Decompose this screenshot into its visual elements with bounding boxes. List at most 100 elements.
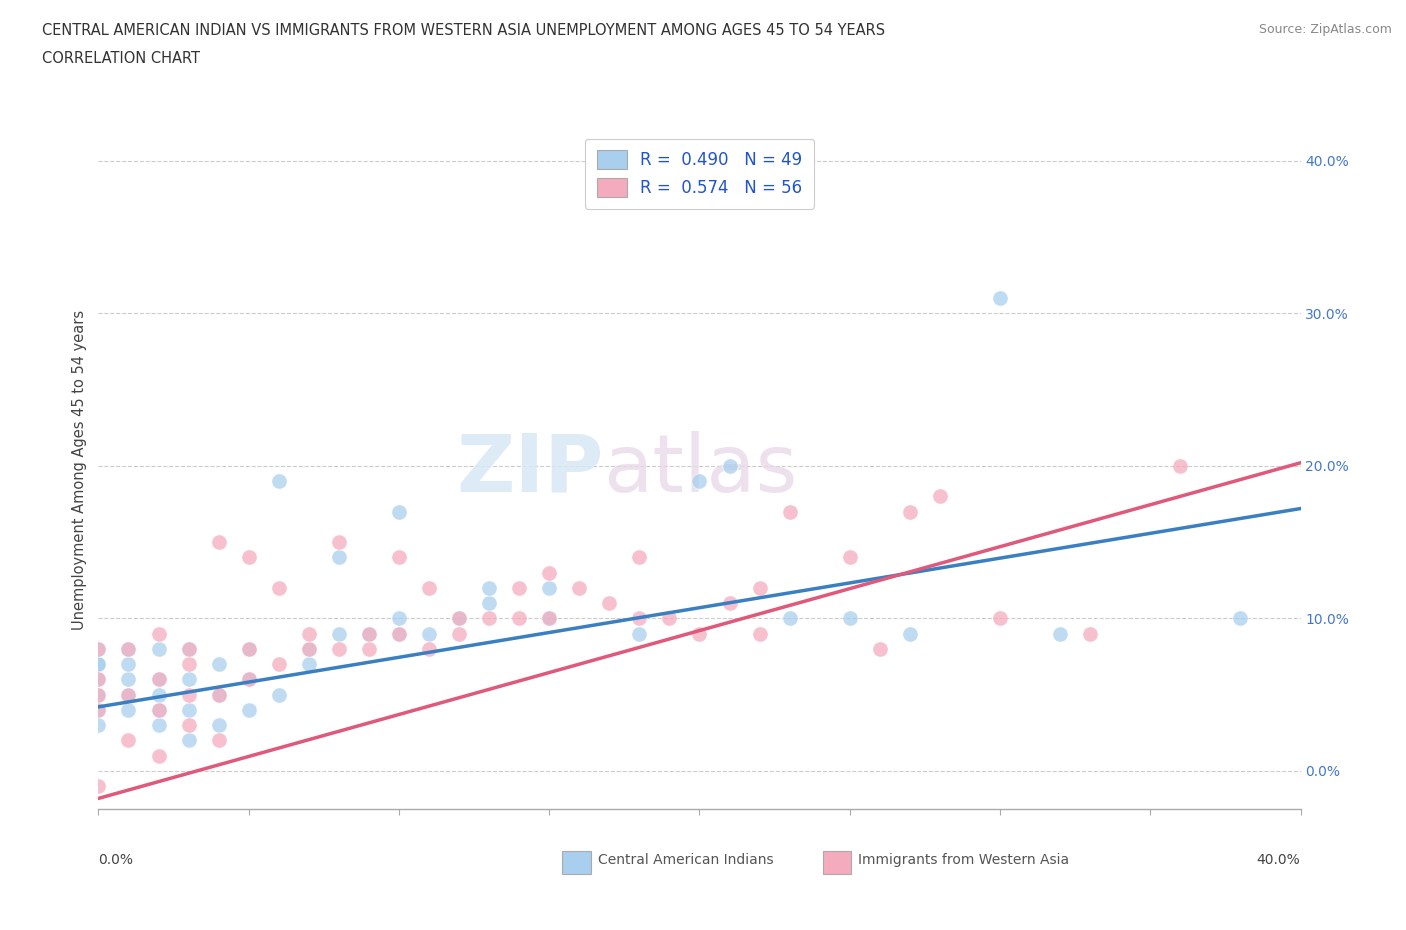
Point <box>238 642 260 657</box>
Point <box>117 702 139 717</box>
Point <box>748 626 770 641</box>
Point <box>538 611 561 626</box>
Point <box>117 687 139 702</box>
Point <box>87 702 110 717</box>
Point <box>267 687 290 702</box>
Point <box>658 611 681 626</box>
Point <box>117 657 139 671</box>
Text: 40.0%: 40.0% <box>1257 853 1301 868</box>
Point <box>779 504 801 519</box>
Text: Central American Indians: Central American Indians <box>598 853 773 868</box>
Point <box>628 550 651 565</box>
Point <box>117 733 139 748</box>
Y-axis label: Unemployment Among Ages 45 to 54 years: Unemployment Among Ages 45 to 54 years <box>72 310 87 630</box>
Point <box>148 702 170 717</box>
Legend: R =  0.490   N = 49, R =  0.574   N = 56: R = 0.490 N = 49, R = 0.574 N = 56 <box>585 139 814 208</box>
Point <box>238 672 260 687</box>
Point <box>388 626 411 641</box>
Point <box>148 626 170 641</box>
Point <box>177 642 200 657</box>
Point <box>238 672 260 687</box>
Point <box>177 672 200 687</box>
Point <box>298 642 321 657</box>
Point <box>628 626 651 641</box>
Point <box>628 611 651 626</box>
Point <box>148 749 170 764</box>
Point <box>388 550 411 565</box>
Point <box>298 626 321 641</box>
Text: CENTRAL AMERICAN INDIAN VS IMMIGRANTS FROM WESTERN ASIA UNEMPLOYMENT AMONG AGES : CENTRAL AMERICAN INDIAN VS IMMIGRANTS FR… <box>42 23 886 38</box>
Point <box>208 733 231 748</box>
Point <box>267 473 290 488</box>
Text: CORRELATION CHART: CORRELATION CHART <box>42 51 200 66</box>
Point <box>538 611 561 626</box>
Point <box>328 626 350 641</box>
Point <box>298 642 321 657</box>
Point <box>357 642 380 657</box>
Point <box>148 672 170 687</box>
Point <box>267 580 290 595</box>
Point <box>508 580 530 595</box>
Point <box>598 596 620 611</box>
Point <box>779 611 801 626</box>
Point <box>87 657 110 671</box>
Point <box>898 626 921 641</box>
Point <box>87 718 110 733</box>
Point <box>117 687 139 702</box>
Point <box>87 687 110 702</box>
Point <box>988 290 1011 305</box>
Point <box>148 702 170 717</box>
Point <box>508 611 530 626</box>
Point <box>148 718 170 733</box>
Point <box>238 550 260 565</box>
Point <box>328 642 350 657</box>
Point <box>718 596 741 611</box>
Text: 0.0%: 0.0% <box>98 853 134 868</box>
Point <box>718 458 741 473</box>
Point <box>208 687 231 702</box>
Point <box>568 580 591 595</box>
Point <box>688 473 710 488</box>
Text: atlas: atlas <box>603 431 797 509</box>
Point <box>478 596 501 611</box>
Point <box>177 687 200 702</box>
Point <box>117 672 139 687</box>
Point <box>238 702 260 717</box>
Point <box>988 611 1011 626</box>
Point <box>87 778 110 793</box>
Point <box>1078 626 1101 641</box>
Point <box>177 642 200 657</box>
Point <box>388 611 411 626</box>
Point <box>538 565 561 580</box>
Point <box>388 504 411 519</box>
Point <box>177 718 200 733</box>
Point <box>87 642 110 657</box>
Point <box>148 687 170 702</box>
Point <box>87 702 110 717</box>
Point <box>117 642 139 657</box>
Point <box>388 626 411 641</box>
Point <box>148 642 170 657</box>
Point <box>1049 626 1071 641</box>
Point <box>177 657 200 671</box>
Point <box>357 626 380 641</box>
Text: Immigrants from Western Asia: Immigrants from Western Asia <box>858 853 1069 868</box>
Point <box>87 642 110 657</box>
Point <box>898 504 921 519</box>
Point <box>328 550 350 565</box>
Point <box>838 550 860 565</box>
Point <box>838 611 860 626</box>
Point <box>177 702 200 717</box>
Point <box>478 580 501 595</box>
Point <box>87 657 110 671</box>
Point <box>87 672 110 687</box>
Text: ZIP: ZIP <box>456 431 603 509</box>
Point <box>688 626 710 641</box>
Point <box>1229 611 1251 626</box>
Point <box>87 687 110 702</box>
Text: Source: ZipAtlas.com: Source: ZipAtlas.com <box>1258 23 1392 36</box>
Point <box>447 611 470 626</box>
Point <box>418 626 440 641</box>
Point <box>208 718 231 733</box>
Point <box>357 626 380 641</box>
